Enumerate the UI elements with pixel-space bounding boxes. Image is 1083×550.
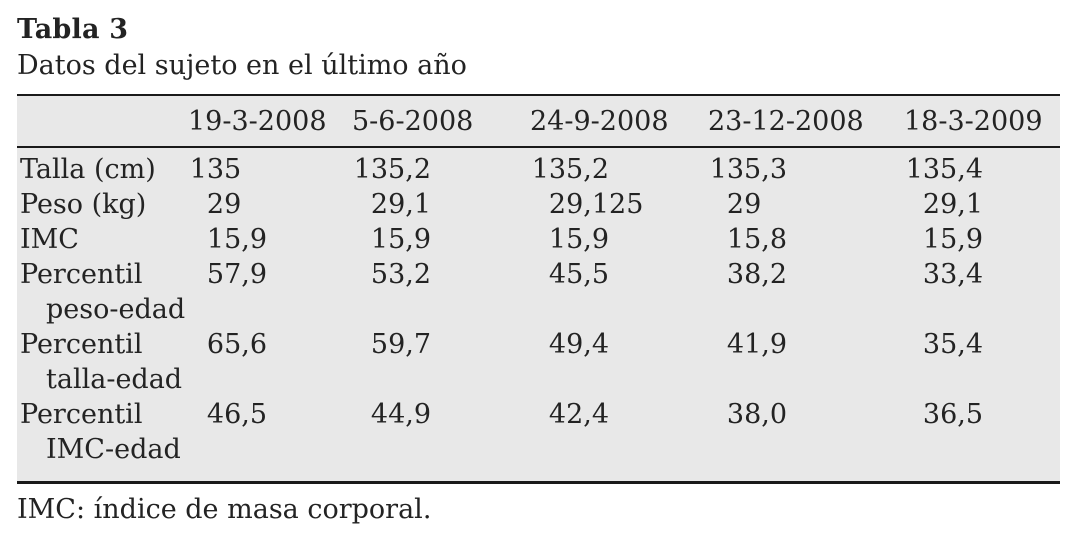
table-cell: 38,2 [726, 259, 788, 290]
table-cell: 29 [726, 189, 762, 220]
table-row-talla: Talla (cm) 135 135,2 135,2 135,3 135,4 [17, 147, 1060, 187]
row-label: Percentil talla-edad [20, 329, 183, 395]
table-cell: 29 [206, 189, 242, 220]
row-label: Percentil peso-edad [20, 259, 186, 325]
table-cell: 15,9 [922, 224, 984, 255]
table-cell: 15,8 [726, 224, 788, 255]
table-cell: 46,5 [206, 399, 268, 430]
table-cell: 29,125 [548, 189, 644, 220]
table-cell: 135,2 [353, 154, 432, 185]
table-row-peso: Peso (kg) 29 29,1 29,125 29 29,1 [17, 187, 1060, 222]
table-cell: 15,9 [206, 224, 268, 255]
column-header-date-3: 24-9-2008 [530, 95, 708, 148]
row-label: Peso (kg) [20, 189, 147, 220]
table-footnote: IMC: índice de masa corporal. [17, 494, 432, 525]
table-cell: 41,9 [726, 329, 788, 360]
row-label: Percentil IMC-edad [20, 399, 181, 465]
table-cell: 33,4 [922, 259, 984, 290]
table-cell: 29,1 [370, 189, 432, 220]
table-row-percentil-imc-edad: Percentil IMC-edad 46,5 44,9 42,4 38,0 3… [17, 397, 1060, 483]
table-caption: Datos del sujeto en el último año [17, 50, 467, 81]
table-cell: 135,3 [709, 154, 788, 185]
table-cell: 65,6 [206, 329, 268, 360]
table-row-imc: IMC 15,9 15,9 15,9 15,8 15,9 [17, 222, 1060, 257]
table-cell: 59,7 [370, 329, 432, 360]
table-cell: 42,4 [548, 399, 610, 430]
table-row-percentil-peso-edad: Percentil peso-edad 57,9 53,2 45,5 38,2 … [17, 257, 1060, 327]
column-header-empty [17, 95, 188, 148]
table-cell: 53,2 [370, 259, 432, 290]
header-row: 19-3-2008 5-6-2008 24-9-2008 23-12-2008 … [17, 95, 1060, 148]
column-header-date-4: 23-12-2008 [708, 95, 904, 148]
table-cell: 38,0 [726, 399, 788, 430]
data-table: 19-3-2008 5-6-2008 24-9-2008 23-12-2008 … [17, 94, 1060, 484]
column-header-date-2: 5-6-2008 [352, 95, 530, 148]
table-cell: 135,4 [905, 154, 984, 185]
table-cell: 57,9 [206, 259, 268, 290]
column-header-date-5: 18-3-2009 [904, 95, 1060, 148]
row-label: IMC [20, 224, 79, 255]
table-cell: 29,1 [922, 189, 984, 220]
table-cell: 15,9 [548, 224, 610, 255]
row-label: Talla (cm) [20, 154, 156, 185]
table-cell: 44,9 [370, 399, 432, 430]
table-cell: 15,9 [370, 224, 432, 255]
table-cell: 135,2 [531, 154, 610, 185]
table-cell: 135 [189, 154, 242, 185]
table-row-percentil-talla-edad: Percentil talla-edad 65,6 59,7 49,4 41,9… [17, 327, 1060, 397]
table-label: Tabla 3 [17, 14, 129, 45]
table-cell: 36,5 [922, 399, 984, 430]
table-cell: 35,4 [922, 329, 984, 360]
table-cell: 45,5 [548, 259, 610, 290]
table-cell: 49,4 [548, 329, 610, 360]
column-header-date-1: 19-3-2008 [188, 95, 352, 148]
